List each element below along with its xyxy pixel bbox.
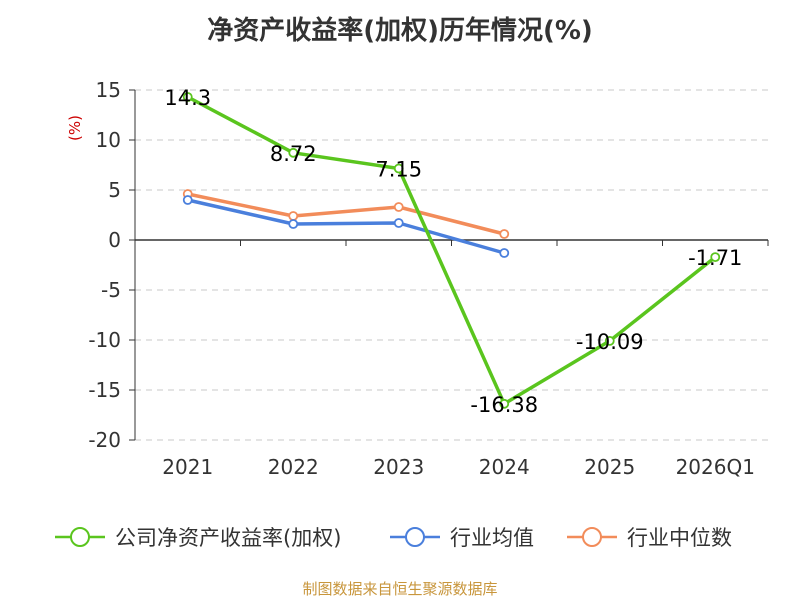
legend-marker — [582, 527, 602, 547]
data-point — [499, 229, 510, 239]
data-point — [499, 398, 510, 409]
y-tick-label: 15 — [96, 78, 121, 102]
y-axis-unit: (%) — [66, 115, 84, 141]
legend-label: 行业中位数 — [627, 526, 732, 550]
y-tick-label: -20 — [88, 428, 121, 452]
data-label: 14.3 — [164, 86, 211, 110]
data-label: 8.72 — [270, 142, 317, 166]
legend-marker — [70, 527, 90, 547]
series-line — [187, 192, 505, 236]
data-point — [710, 252, 721, 263]
data-point — [393, 163, 404, 174]
legend: 公司净资产收益率(加权) 行业均值 行业中位数 — [55, 526, 732, 550]
data-point — [182, 195, 193, 205]
data-points — [182, 92, 721, 409]
axes: 15 10 5 0 -5 -10 -15 -20 2021 2022 2023 2024 2025 202… — [66, 78, 769, 479]
data-label: -10.09 — [576, 330, 644, 354]
x-tick-label: 2025 — [584, 455, 635, 479]
data-label: -1.71 — [688, 246, 742, 270]
y-tick-label: 0 — [108, 228, 121, 252]
x-tick-label: 2021 — [162, 455, 213, 479]
legend-label: 公司净资产收益率(加权) — [115, 526, 341, 550]
data-point — [393, 218, 404, 228]
data-point — [393, 202, 404, 212]
series-line — [186, 95, 717, 406]
data-point — [182, 92, 193, 102]
y-tick-label: 5 — [108, 178, 121, 202]
data-point — [288, 219, 299, 229]
data-point — [499, 248, 510, 258]
data-source-note: 制图数据来自恒生聚源数据库 — [302, 580, 498, 598]
grid-lines — [135, 89, 768, 441]
data-label: -16.38 — [470, 393, 538, 417]
y-tick-label: -15 — [88, 378, 121, 402]
x-tick-label: 2023 — [373, 455, 424, 479]
data-point — [288, 211, 299, 221]
x-tick-label: 2026Q1 — [676, 455, 755, 479]
data-labels: 14.3 8.72 7.15 -16.38 -10.09 -1.71 — [164, 86, 742, 417]
data-label: 7.15 — [375, 158, 422, 182]
data-point — [288, 147, 299, 158]
chart-title: 净资产收益率(加权)历年情况(%) — [207, 16, 593, 46]
legend-label: 行业均值 — [450, 526, 534, 550]
y-tick-label: -10 — [88, 328, 121, 352]
x-tick-label: 2024 — [479, 455, 530, 479]
series-line — [187, 198, 505, 255]
legend-marker — [405, 527, 425, 547]
y-tick-label: -5 — [101, 278, 121, 302]
series-lines — [186, 95, 717, 406]
y-tick-label: 10 — [96, 128, 121, 152]
x-tick-label: 2022 — [268, 455, 319, 479]
data-point — [604, 335, 615, 346]
